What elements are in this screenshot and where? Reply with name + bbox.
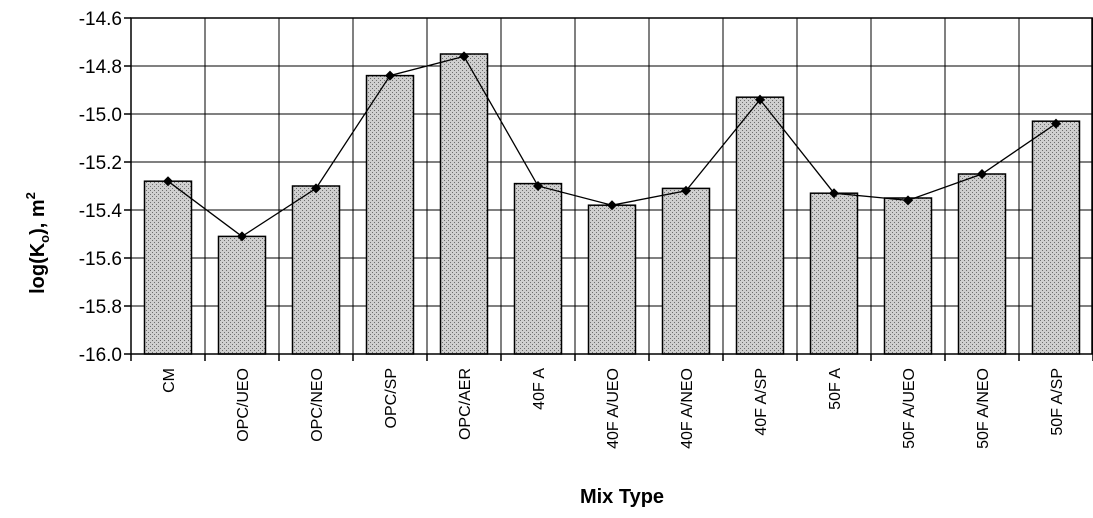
x-tick-label: 50F A/UEO [901,368,918,449]
x-tick-label: 50F A/NEO [975,368,992,449]
x-tick-label: OPC/NEO [309,368,326,442]
x-axis-title: Mix Type [580,486,664,508]
y-tick-label: -15.0 [79,105,122,126]
plot-border [130,17,1093,355]
plot-frame [130,17,1093,355]
y-axis-title-tail: ), m [27,199,49,235]
line-point [385,70,395,81]
line-point [311,183,321,194]
x-axis-ticks: CM OPC/UEO OPC/NEO OPC/SP OPC/AER 40F A 40F A/… [130,354,1093,449]
y-tick-label: -16.0 [79,345,122,366]
y-tick-label: -15.4 [79,201,123,222]
x-tick-label: 50F A [827,368,844,410]
y-tick-label: -15.6 [79,249,122,270]
y-tick-label: -15.8 [79,297,122,318]
line-point [1051,118,1061,129]
line-point [607,200,617,211]
line-point [237,231,247,242]
bar [513,182,563,355]
x-tick-label: CM [161,368,178,393]
bar [143,180,193,355]
gridlines [130,17,1093,355]
y-tick-label: -14.8 [79,57,122,78]
line-point [681,185,691,196]
trend-line-series [163,51,1061,242]
bar [439,53,489,355]
x-tick-label: OPC/SP [383,368,400,428]
x-tick-label: 40F A/SP [753,368,770,436]
y-axis-title-main: log(K [27,242,49,294]
x-tick-label: 50F A/SP [1049,368,1066,436]
line-point [903,195,913,206]
x-tick-label: 40F A [531,368,548,410]
y-tick-label: -14.6 [79,9,122,30]
x-tick-label: 40F A/UEO [605,368,622,449]
bar [365,74,415,355]
line-point [459,51,469,62]
line-point [163,176,173,187]
line-point [755,94,765,105]
bar [883,197,933,355]
line-point [829,188,839,199]
bar [587,204,637,355]
y-axis-title: log(Ko), m2 [23,192,52,294]
y-tick-label: -15.2 [79,153,122,174]
y-axis-title-superscript: 2 [23,192,38,199]
x-tick-label: 40F A/NEO [679,368,696,449]
bar [291,185,341,355]
line-point [533,181,543,191]
y-axis-title-subscript: o [37,235,52,243]
bar [735,96,785,355]
bar [957,173,1007,355]
bar [809,192,859,355]
x-tick-label: OPC/UEO [235,368,252,442]
x-tick-label: OPC/AER [457,368,474,440]
line-point [977,169,987,179]
bar [1031,120,1081,355]
bar [217,235,267,355]
bar [661,187,711,355]
y-axis-ticks: -16.0 -15.8 -15.6 -15.4 -15.2 -15.0 -14.8 -14.6 [79,9,131,366]
bars [143,53,1081,355]
